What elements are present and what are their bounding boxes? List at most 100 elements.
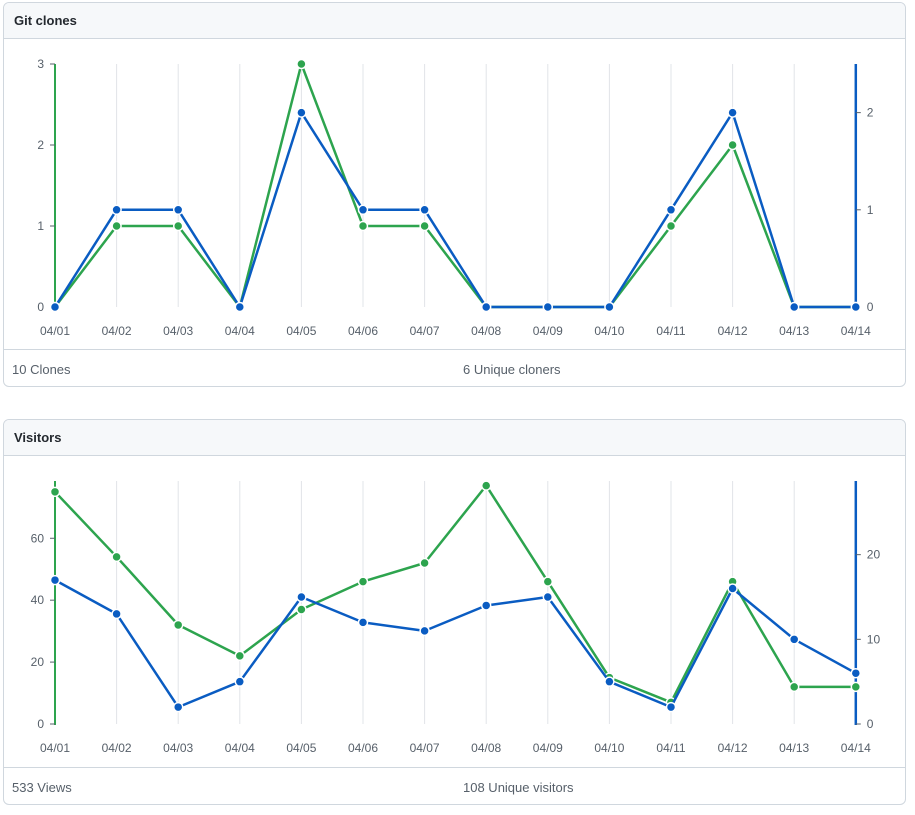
data-point-unique-cloners bbox=[111, 204, 122, 216]
clones-unique: 6 Unique cloners bbox=[463, 362, 561, 377]
clones-panel: Git clones 0 1 2 3 0 1 2 04/01 04/02 04/03 04/04 04… bbox=[3, 2, 906, 387]
visitors-unique: 108 Unique visitors bbox=[463, 780, 574, 795]
visitors-total: 533 Views bbox=[12, 780, 72, 795]
x-tick-label: 04/08 bbox=[471, 741, 501, 755]
right-tick-label: 2 bbox=[867, 106, 874, 120]
data-point-unique-visitors bbox=[234, 676, 246, 687]
series-line-views bbox=[54, 484, 856, 704]
x-tick-label: 04/10 bbox=[594, 741, 624, 755]
x-tick-label: 04/07 bbox=[410, 324, 440, 338]
left-tick-label: 20 bbox=[31, 655, 45, 669]
data-point-unique-visitors bbox=[296, 591, 307, 603]
visitors-footer: 533 Views 108 Unique visitors bbox=[4, 767, 905, 804]
right-tick-label: 0 bbox=[867, 717, 874, 731]
clones-chart: 0 1 2 3 0 1 2 04/01 04/02 04/03 04/04 04/05 04/06 04/… bbox=[4, 39, 905, 349]
data-point-unique-cloners bbox=[357, 204, 369, 216]
left-tick-label: 60 bbox=[31, 531, 45, 545]
data-point-unique-visitors bbox=[542, 591, 554, 603]
left-tick-label: 2 bbox=[37, 138, 44, 152]
data-point-unique-cloners bbox=[172, 204, 184, 216]
left-tick-label: 3 bbox=[37, 57, 44, 71]
data-point-unique-visitors bbox=[49, 574, 61, 586]
data-point-unique-cloners bbox=[49, 301, 61, 313]
x-tick-label: 04/09 bbox=[533, 324, 563, 338]
clones-total: 10 Clones bbox=[12, 362, 71, 377]
series-line-clones bbox=[54, 62, 856, 309]
data-point-clones bbox=[727, 139, 738, 151]
data-point-unique-visitors bbox=[357, 617, 369, 628]
x-tick-label: 04/11 bbox=[656, 741, 685, 755]
clones-footer: 10 Clones 6 Unique cloners bbox=[4, 349, 905, 386]
x-tick-label: 04/04 bbox=[225, 324, 255, 338]
data-point-unique-visitors bbox=[850, 667, 862, 679]
data-point-views bbox=[542, 576, 554, 587]
data-point-clones bbox=[296, 58, 307, 70]
data-point-unique-visitors bbox=[480, 600, 492, 611]
data-point-unique-visitors bbox=[111, 608, 122, 620]
x-tick-label: 04/05 bbox=[286, 324, 316, 338]
right-tick-label: 0 bbox=[867, 300, 874, 314]
series-line-unique-cloners bbox=[53, 111, 856, 309]
x-tick-label: 04/02 bbox=[102, 324, 132, 338]
x-tick-label: 04/10 bbox=[594, 324, 624, 338]
data-point-unique-cloners bbox=[788, 301, 800, 313]
data-point-unique-cloners bbox=[665, 204, 677, 216]
series-line-unique-visitors bbox=[54, 579, 857, 709]
data-point-unique-cloners bbox=[850, 301, 862, 313]
data-point-unique-cloners bbox=[542, 301, 554, 313]
data-point-unique-cloners bbox=[604, 301, 615, 313]
data-point-unique-visitors bbox=[788, 634, 800, 645]
x-tick-label: 04/05 bbox=[286, 741, 316, 755]
clones-chart-svg: 0 1 2 3 0 1 2 04/01 04/02 04/03 04/04 04/05 04/06 04/… bbox=[37, 57, 874, 338]
right-tick-label: 10 bbox=[867, 632, 881, 646]
data-point-unique-visitors bbox=[604, 676, 615, 687]
x-tick-label: 04/14 bbox=[841, 324, 871, 338]
data-point-views bbox=[111, 551, 122, 563]
right-tick-label: 1 bbox=[867, 203, 874, 217]
left-tick-label: 40 bbox=[31, 593, 45, 607]
left-tick-label: 0 bbox=[37, 300, 44, 314]
visitors-panel: Visitors 0 20 40 60 0 10 20 04/01 04/02 04/03 04/0… bbox=[3, 419, 906, 805]
x-tick-label: 04/04 bbox=[225, 741, 255, 755]
clones-panel-title: Git clones bbox=[4, 3, 905, 39]
x-tick-label: 04/12 bbox=[718, 324, 748, 338]
data-point-views bbox=[234, 650, 246, 662]
x-tick-label: 04/01 bbox=[40, 741, 70, 755]
data-point-unique-visitors bbox=[665, 701, 677, 713]
data-point-clones bbox=[357, 220, 369, 232]
visitors-chart: 0 20 40 60 0 10 20 04/01 04/02 04/03 04/04 04/05 04/… bbox=[4, 456, 905, 766]
x-tick-label: 04/02 bbox=[102, 741, 132, 755]
visitors-panel-title: Visitors bbox=[4, 420, 905, 456]
x-tick-label: 04/07 bbox=[410, 741, 440, 755]
data-point-views bbox=[49, 486, 61, 498]
data-point-clones bbox=[111, 220, 122, 232]
data-point-views bbox=[172, 619, 184, 631]
data-point-views bbox=[480, 480, 492, 491]
left-tick-label: 1 bbox=[37, 219, 44, 233]
data-point-unique-cloners bbox=[296, 107, 307, 118]
x-tick-label: 04/09 bbox=[533, 741, 563, 755]
data-point-unique-visitors bbox=[172, 701, 184, 713]
data-point-unique-visitors bbox=[727, 583, 738, 594]
x-tick-label: 04/01 bbox=[40, 324, 70, 338]
data-point-unique-cloners bbox=[480, 301, 492, 313]
x-tick-label: 04/03 bbox=[163, 741, 193, 755]
data-point-views bbox=[850, 681, 862, 693]
x-tick-label: 04/08 bbox=[471, 324, 501, 338]
right-tick-label: 20 bbox=[867, 548, 881, 562]
data-point-clones bbox=[172, 220, 184, 232]
data-point-views bbox=[788, 681, 800, 693]
x-tick-label: 04/12 bbox=[718, 741, 748, 755]
x-tick-label: 04/13 bbox=[779, 741, 809, 755]
x-tick-label: 04/11 bbox=[656, 324, 685, 338]
visitors-chart-svg: 0 20 40 60 0 10 20 04/01 04/02 04/03 04/04 04/05 04/… bbox=[31, 480, 881, 755]
data-point-clones bbox=[419, 220, 430, 232]
x-tick-label: 04/14 bbox=[841, 741, 871, 755]
data-point-unique-cloners bbox=[419, 204, 430, 216]
data-point-unique-cloners bbox=[234, 301, 246, 313]
x-tick-label: 04/03 bbox=[163, 324, 193, 338]
x-tick-label: 04/06 bbox=[348, 741, 378, 755]
data-point-views bbox=[296, 604, 307, 615]
data-point-clones bbox=[665, 220, 677, 232]
left-tick-label: 0 bbox=[37, 717, 44, 731]
